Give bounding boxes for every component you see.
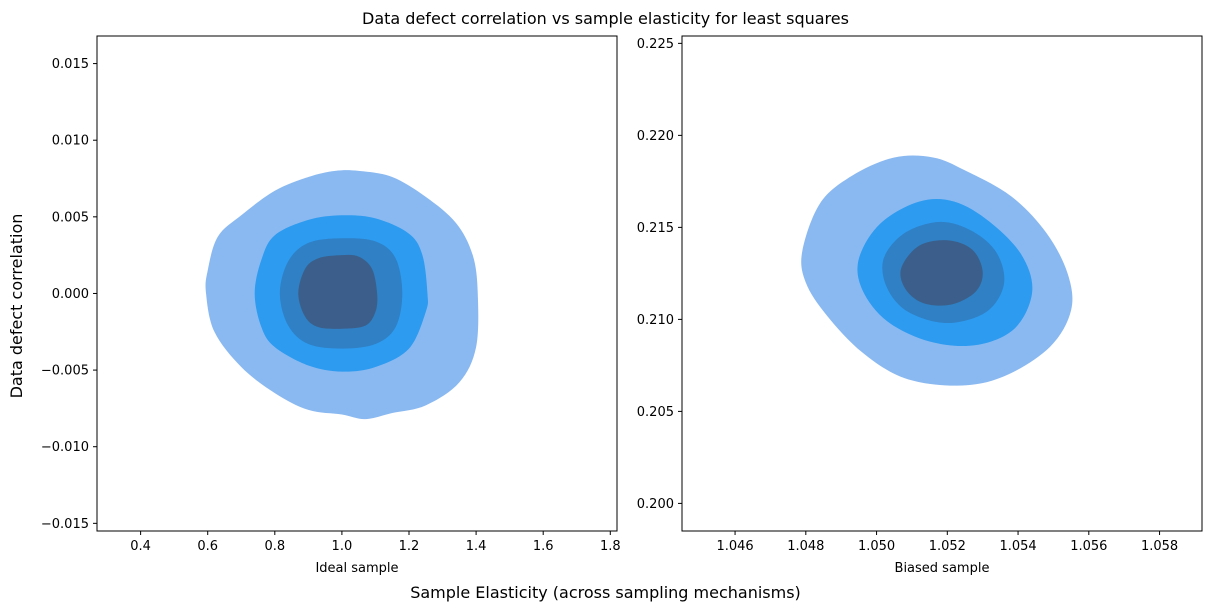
y-tick-label: 0.215 bbox=[637, 221, 674, 236]
x-tick-label: 1.056 bbox=[1070, 539, 1107, 554]
x-tick-label: 0.4 bbox=[130, 539, 151, 554]
contour-levels bbox=[205, 170, 479, 420]
y-tick-label: 0.005 bbox=[52, 210, 89, 225]
x-tick-label: 1.048 bbox=[787, 539, 824, 554]
figure-xlabel: Sample Elasticity (across sampling mecha… bbox=[410, 583, 801, 602]
right-panel-biased-sample: 1.046 1.048 1.050 1.052 1.054 1.056 1.058 0.200… bbox=[637, 35, 1203, 576]
y-tick-label: −0.015 bbox=[41, 517, 89, 532]
y-tick-label: 0.225 bbox=[637, 37, 674, 52]
figure-ylabel: Data defect correlation bbox=[7, 214, 26, 399]
y-tick-label: 0.010 bbox=[52, 134, 89, 149]
left-panel-ideal-sample: 0.4 0.6 0.8 1.0 1.2 1.4 1.6 1.8 −0.015 −0.010 −0.0… bbox=[41, 35, 621, 576]
axes-frame bbox=[96, 35, 618, 532]
y-tick-label: −0.005 bbox=[41, 364, 89, 379]
x-tick-label: 1.4 bbox=[466, 539, 487, 554]
x-tick-label: 0.6 bbox=[197, 539, 218, 554]
x-tick-label: 1.050 bbox=[858, 539, 895, 554]
x-axis-label: Biased sample bbox=[895, 561, 990, 576]
y-tick-label: −0.010 bbox=[41, 440, 89, 455]
contour-level-4 bbox=[298, 254, 378, 329]
y-tick-label: 0.000 bbox=[52, 287, 89, 302]
x-axis-label: Ideal sample bbox=[315, 561, 398, 576]
y-tick-label: 0.015 bbox=[52, 57, 89, 72]
y-tick-label: 0.220 bbox=[637, 129, 674, 144]
y-tick-label: 0.210 bbox=[637, 313, 674, 328]
y-tick-label: 0.205 bbox=[637, 405, 674, 420]
y-tick-label: 0.200 bbox=[637, 497, 674, 512]
x-tick-label: 1.2 bbox=[399, 539, 420, 554]
x-tick-label: 1.0 bbox=[332, 539, 353, 554]
x-tick-label: 1.052 bbox=[929, 539, 966, 554]
x-tick-label: 1.6 bbox=[533, 539, 554, 554]
x-tick-label: 0.8 bbox=[264, 539, 285, 554]
figure-title: Data defect correlation vs sample elasti… bbox=[362, 9, 849, 28]
axes-frame bbox=[681, 35, 1203, 532]
x-tick-label: 1.046 bbox=[716, 539, 753, 554]
contour-levels bbox=[801, 155, 1073, 386]
x-tick-label: 1.058 bbox=[1141, 539, 1178, 554]
x-tick-label: 1.054 bbox=[999, 539, 1036, 554]
contour-level-4 bbox=[900, 240, 983, 306]
x-tick-label: 1.8 bbox=[600, 539, 621, 554]
